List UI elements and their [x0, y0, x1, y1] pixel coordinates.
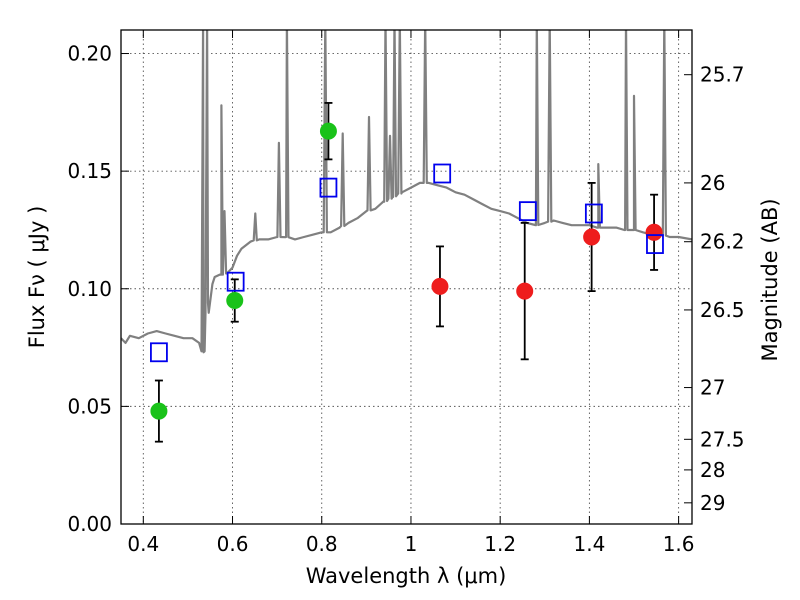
data-point-circle — [645, 223, 663, 241]
mag-tick-label: 26 — [700, 171, 725, 195]
data-markers — [150, 122, 664, 420]
x-tick-label: 1.6 — [663, 532, 695, 556]
model-point-square — [150, 342, 168, 363]
data-point-circle — [431, 277, 449, 295]
plot-frame — [120, 29, 693, 525]
mag-tick-label: 26.5 — [700, 298, 745, 322]
mag-tick-label: 27.5 — [700, 427, 745, 451]
x-tick-label: 0.6 — [217, 532, 249, 556]
data-point-circle — [150, 402, 168, 420]
y-tick-label: 0.00 — [67, 512, 112, 536]
model-point-square — [433, 163, 452, 184]
mag-tick-label: 28 — [700, 458, 725, 482]
spectrum-line — [121, 30, 692, 354]
model-point-square — [319, 177, 338, 198]
mag-tick-label: 26.2 — [700, 230, 745, 254]
model-point-square — [584, 203, 603, 224]
mag-tick-label: 25.7 — [700, 63, 745, 87]
x-axis-label: Wavelength λ (μm) — [306, 564, 507, 588]
data-point-circle — [226, 292, 244, 310]
grid — [121, 30, 692, 524]
y-axis-label: Flux Fν ( μJy ) — [25, 206, 49, 349]
y-tick-label: 0.20 — [67, 42, 112, 66]
x-tick-label: 1 — [405, 532, 418, 556]
x-tick-label: 1.2 — [484, 532, 516, 556]
y-tick-label: 0.10 — [67, 277, 112, 301]
data-point-circle — [583, 228, 601, 246]
x-tick-label: 0.4 — [127, 532, 159, 556]
axis-ticks: 0.4 0.6 0.8 1 1.2 1.4 1.6 0.00 0.05 0.10 0.15 0.20 2… — [67, 30, 745, 556]
data-point-circle — [319, 122, 337, 140]
y-tick-label: 0.05 — [67, 394, 112, 418]
y2-axis-label: Magnitude (AB) — [758, 198, 782, 361]
model-spectrum — [121, 30, 692, 354]
data-point-circle — [516, 282, 534, 300]
x-tick-label: 1.4 — [573, 532, 605, 556]
y-tick-label: 0.15 — [67, 159, 112, 183]
x-tick-label: 0.8 — [306, 532, 338, 556]
model-point-square — [226, 271, 245, 292]
model-point-square — [518, 201, 537, 222]
mag-tick-label: 29 — [700, 491, 725, 515]
model-point-square — [646, 234, 664, 254]
mag-tick-label: 27 — [700, 376, 725, 400]
